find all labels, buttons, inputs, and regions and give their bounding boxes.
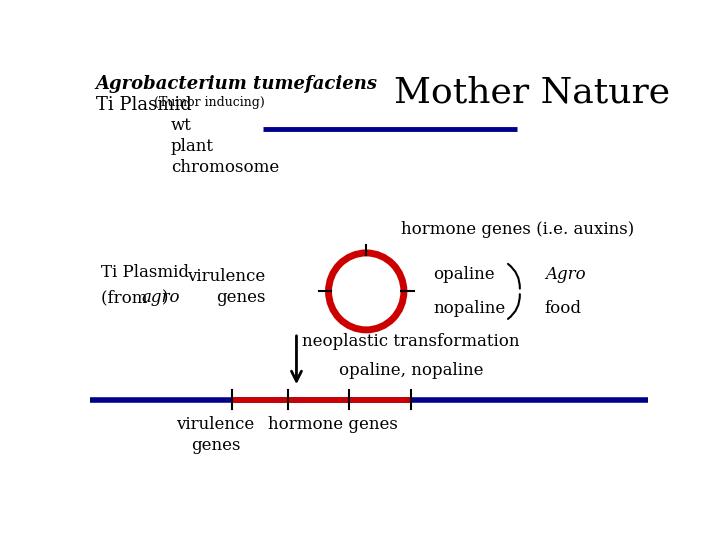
Text: opaline, nopaline: opaline, nopaline [338, 362, 483, 379]
Text: Agro: Agro [545, 266, 585, 284]
Text: ): ) [162, 289, 168, 306]
Text: virulence: virulence [187, 268, 266, 285]
Text: nopaline: nopaline [433, 300, 505, 316]
Text: wt
plant
chromosome: wt plant chromosome [171, 117, 279, 176]
Text: Agrobacterium tumefaciens: Agrobacterium tumefaciens [96, 75, 377, 93]
Text: hormone genes (i.e. auxins): hormone genes (i.e. auxins) [401, 220, 634, 238]
Text: (Tumor inducing): (Tumor inducing) [154, 96, 265, 109]
Text: (from: (from [101, 289, 153, 306]
Text: Mother Nature: Mother Nature [394, 75, 670, 109]
Text: opaline: opaline [433, 266, 495, 284]
Text: virulence
genes: virulence genes [176, 416, 255, 454]
Text: agro: agro [141, 289, 180, 306]
Text: food: food [545, 300, 582, 316]
Text: neoplastic transformation: neoplastic transformation [302, 333, 520, 350]
Text: genes: genes [216, 289, 266, 306]
Text: Ti Plasmid: Ti Plasmid [101, 264, 189, 281]
Text: hormone genes: hormone genes [268, 416, 397, 433]
Text: Ti Plasmid: Ti Plasmid [96, 96, 197, 114]
